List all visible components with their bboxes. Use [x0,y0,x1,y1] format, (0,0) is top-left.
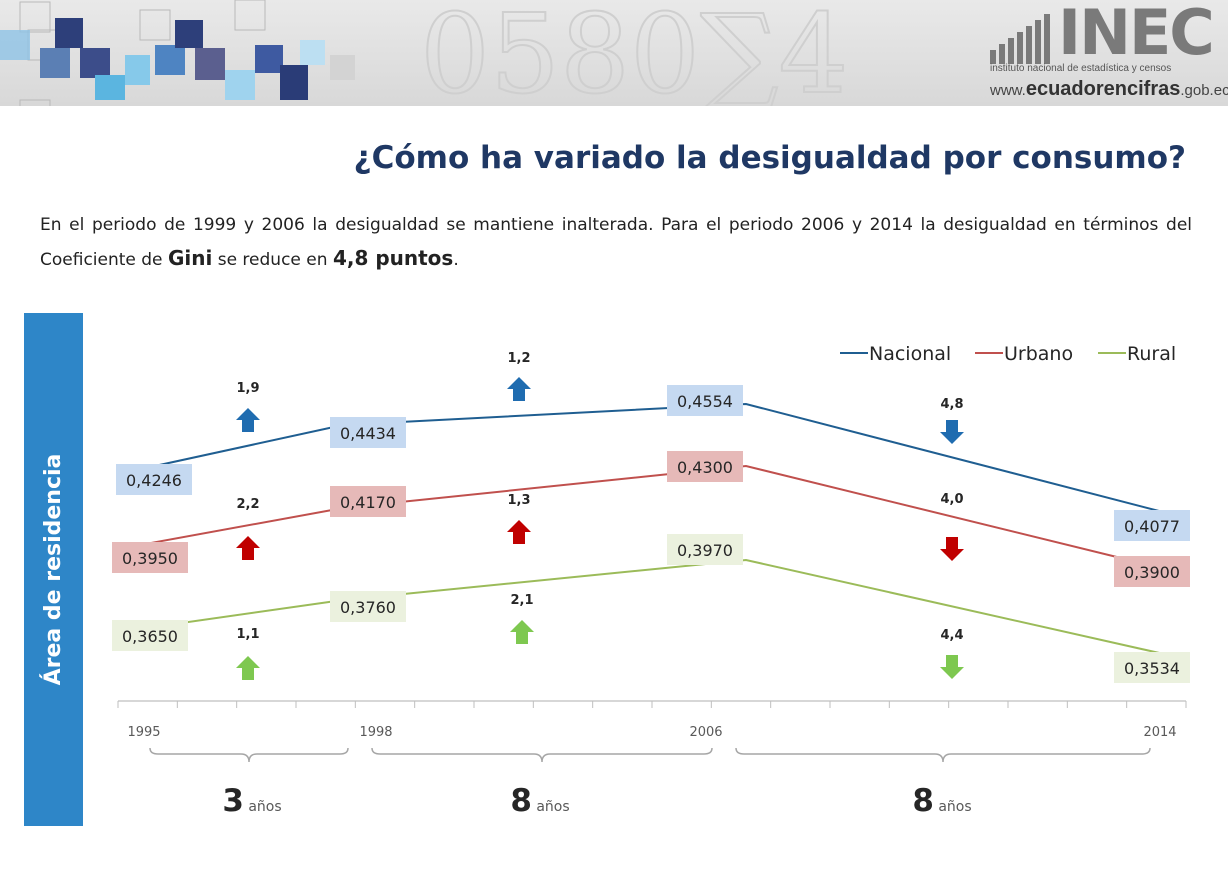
change-value-rural: 1,1 [236,627,259,642]
data-label-box-urbano [330,486,406,517]
data-label-nacional: 0,4434 [340,424,396,443]
data-label-box-rural [330,591,406,622]
period-brace [735,747,1151,763]
data-label-rural: 0,3970 [677,541,733,560]
period-number: 8 [510,783,532,819]
logo-wordmark: INEC [1058,0,1215,69]
x-tick-label: 1998 [359,725,392,740]
data-label-nacional: 0,4246 [126,471,182,490]
change-arrow-urbano [507,520,531,544]
change-arrow-rural [510,620,534,644]
page-title: ¿Cómo ha variado la desigualdad por cons… [353,140,1186,176]
change-value-urbano: 2,2 [236,497,259,512]
period-unit: años [532,799,570,815]
logo-web-prefix: www. [990,82,1026,99]
series-line-rural [117,558,1187,660]
legend-label-rural: Rural [1127,343,1176,365]
bar-logo-icon [990,14,1050,64]
data-label-box-urbano [1114,556,1190,587]
change-arrow-rural [236,656,260,680]
change-value-nacional: 1,9 [236,381,259,396]
legend-label-nacional: Nacional [869,343,951,365]
change-arrow-nacional [940,420,964,444]
data-label-box-urbano [667,451,743,482]
side-label-bar: Área de residencia [24,313,83,826]
svg-text:0580∑4: 0580∑4 [420,0,848,106]
x-tick-label: 2014 [1143,725,1176,740]
period-unit: años [244,799,282,815]
inec-logo [988,4,1228,104]
data-label-urbano: 0,4300 [677,458,733,477]
period-label: 8 años [912,783,971,819]
change-arrow-urbano [236,536,260,560]
change-value-rural: 2,1 [510,593,533,608]
logo-website: www.ecuadorencifras.gob.ec [990,78,1228,101]
period-brace [149,747,349,763]
logo-web-suffix: .gob.ec [1180,82,1228,99]
legend-label-urbano: Urbano [1004,343,1073,365]
data-label-urbano: 0,3950 [122,549,178,568]
data-label-urbano: 0,4170 [340,493,396,512]
data-label-box-nacional [116,464,192,495]
change-arrow-nacional [507,377,531,401]
description-text: En el periodo de 1999 y 2006 la desigual… [40,209,1192,277]
logo-subtitle: instituto nacional de estadística y cens… [990,63,1172,74]
period-unit: años [934,799,972,815]
description-points: 4,8 puntos [332,246,454,270]
x-tick-label: 2006 [689,725,722,740]
period-number: 3 [222,783,244,819]
data-label-rural: 0,3534 [1124,659,1180,678]
header-banner: 0580∑4 [0,0,1228,106]
data-label-urbano: 0,3900 [1124,563,1180,582]
period-brace [371,747,713,763]
change-arrow-urbano [940,537,964,561]
period-label: 8 años [510,783,569,819]
data-label-box-rural [1114,652,1190,683]
data-label-rural: 0,3760 [340,598,396,617]
x-tick-label: 1995 [127,725,160,740]
description-part2: se reduce en [212,250,333,270]
change-value-nacional: 4,8 [940,397,963,412]
data-label-box-nacional [1114,510,1190,541]
data-label-box-rural [112,620,188,651]
data-label-box-rural [667,534,743,565]
data-label-box-urbano [112,542,188,573]
description-part1: En el periodo de 1999 y 2006 la desigual… [40,215,1192,270]
change-arrow-nacional [236,408,260,432]
logo-web-main: ecuadorencifras [1025,78,1181,100]
data-label-nacional: 0,4077 [1124,517,1180,536]
cube-pattern-graphic: 0580∑4 [0,0,849,106]
data-label-box-nacional [667,385,743,416]
change-value-urbano: 4,0 [940,492,963,507]
description-part3: . [453,250,459,270]
series-line-nacional [117,402,1187,519]
change-arrow-rural [940,655,964,679]
change-value-urbano: 1,3 [507,493,530,508]
change-value-nacional: 1,2 [507,351,530,366]
data-label-rural: 0,3650 [122,627,178,646]
description-gini: Gini [167,246,213,270]
data-label-box-nacional [330,417,406,448]
period-label: 3 años [222,783,281,819]
period-number: 8 [912,783,934,819]
change-value-rural: 4,4 [940,628,963,643]
data-label-nacional: 0,4554 [677,392,733,411]
series-line-urbano [117,464,1187,575]
